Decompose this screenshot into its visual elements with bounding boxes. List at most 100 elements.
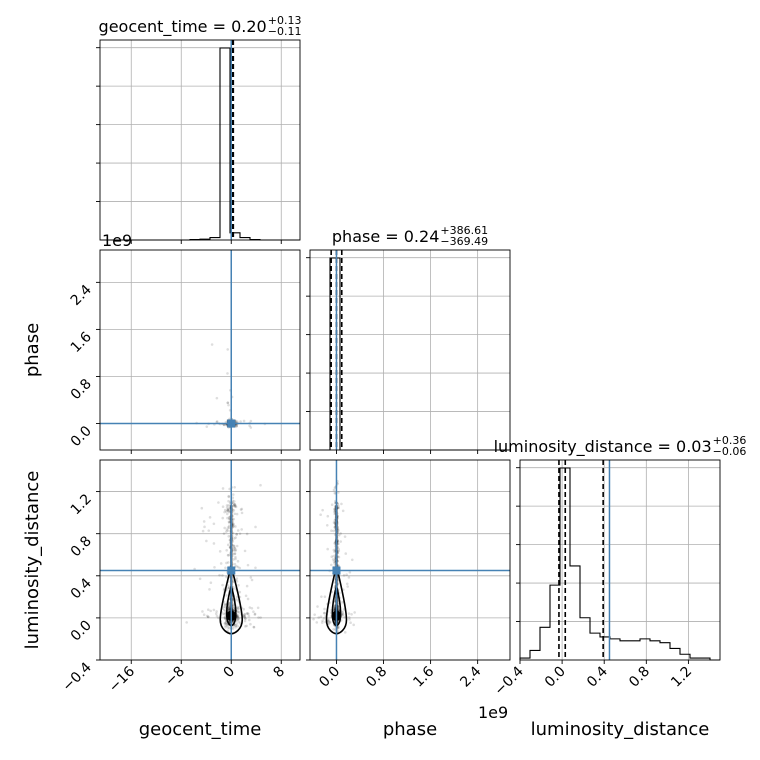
sample-point xyxy=(233,552,236,556)
sample-point xyxy=(225,623,229,626)
sample-point xyxy=(246,597,250,601)
sample-point xyxy=(228,608,231,611)
sample-point xyxy=(247,612,250,616)
sample-point xyxy=(337,491,340,494)
sample-point xyxy=(339,532,342,535)
sample-point xyxy=(342,574,346,577)
sample-point xyxy=(254,566,257,570)
sample-point xyxy=(227,603,231,607)
sample-point xyxy=(343,631,347,634)
sample-point xyxy=(243,614,247,618)
sample-point xyxy=(236,559,240,563)
sample-point xyxy=(252,625,256,629)
sample-point xyxy=(330,503,334,507)
sample-point xyxy=(248,606,252,609)
sample-point xyxy=(223,603,227,606)
truth-marker xyxy=(227,419,236,428)
sample-point xyxy=(341,509,345,513)
sample-point xyxy=(326,619,330,623)
sample-point xyxy=(235,610,239,614)
sample-point xyxy=(233,486,236,489)
sample-point xyxy=(242,614,246,618)
sample-point xyxy=(235,579,239,583)
sample-point xyxy=(336,626,340,630)
sample-point xyxy=(313,613,316,616)
sample-point xyxy=(226,372,229,375)
sample-point xyxy=(347,612,351,615)
sample-point xyxy=(232,545,236,548)
sample-point xyxy=(250,578,254,582)
sample-point xyxy=(236,565,240,569)
title-upper: +0.13 xyxy=(268,14,302,27)
offset-text-y: 1e9 xyxy=(102,231,132,250)
sample-point xyxy=(227,403,230,407)
sample-point xyxy=(236,617,240,620)
histogram-phase xyxy=(310,257,510,451)
sample-point xyxy=(200,506,204,510)
sample-point xyxy=(223,508,227,512)
sample-point xyxy=(312,617,315,621)
sample-point xyxy=(326,620,330,624)
sample-point xyxy=(336,626,340,629)
sample-point xyxy=(249,622,252,626)
sample-point xyxy=(323,595,327,599)
sample-point xyxy=(323,607,326,611)
sample-point xyxy=(225,548,228,552)
sample-point xyxy=(227,499,230,503)
sample-point xyxy=(222,612,225,615)
sample-point xyxy=(234,555,237,559)
panel-frame xyxy=(99,39,301,241)
sample-point xyxy=(224,530,228,533)
sample-point xyxy=(327,622,331,626)
sample-point xyxy=(244,617,247,620)
sample-point xyxy=(340,614,344,617)
sample-point xyxy=(349,621,352,625)
sample-point xyxy=(250,606,254,610)
truth-marker xyxy=(332,566,341,575)
sample-point xyxy=(231,531,235,535)
sample-point xyxy=(236,605,239,609)
sample-point xyxy=(345,573,348,577)
sample-point xyxy=(333,605,336,608)
x-tick-label: 1.2 xyxy=(668,664,695,691)
sample-point xyxy=(316,605,319,608)
sample-point xyxy=(333,508,336,511)
sample-point xyxy=(333,510,336,513)
sample-point xyxy=(243,613,246,616)
sample-point xyxy=(212,522,216,526)
sample-point xyxy=(209,609,212,613)
sample-point xyxy=(213,565,216,569)
sample-point xyxy=(208,516,212,519)
sample-point xyxy=(225,506,229,510)
sample-point xyxy=(249,419,253,423)
sample-point xyxy=(226,586,230,590)
sample-point xyxy=(253,613,257,616)
sample-point xyxy=(193,567,196,571)
scatter-panel-geocent_time-luminosity_distance xyxy=(96,459,301,664)
sample-point xyxy=(333,606,336,610)
sample-point xyxy=(332,627,335,631)
sample-point xyxy=(235,577,239,580)
sample-point xyxy=(320,621,324,624)
sample-point xyxy=(225,575,228,579)
sample-point xyxy=(236,607,240,610)
sample-point xyxy=(223,612,227,616)
sample-point xyxy=(233,504,236,508)
sample-point xyxy=(215,610,218,613)
sample-point xyxy=(236,618,240,621)
sample-point xyxy=(233,552,237,555)
x-tick-label: 0.0 xyxy=(316,664,343,691)
title-text: phase = 0.24 xyxy=(332,227,439,246)
sample-point xyxy=(246,563,250,567)
sample-point xyxy=(223,615,227,619)
sample-point xyxy=(234,624,238,627)
sample-point xyxy=(333,605,336,609)
sample-point xyxy=(198,577,202,581)
panel-frame xyxy=(519,459,721,661)
sample-point xyxy=(234,549,237,553)
sample-point xyxy=(337,549,341,553)
sample-point xyxy=(231,525,235,528)
x-axis-label-luminosity_distance: luminosity_distance xyxy=(531,719,710,740)
sample-point xyxy=(227,509,230,513)
sample-point xyxy=(232,548,236,552)
